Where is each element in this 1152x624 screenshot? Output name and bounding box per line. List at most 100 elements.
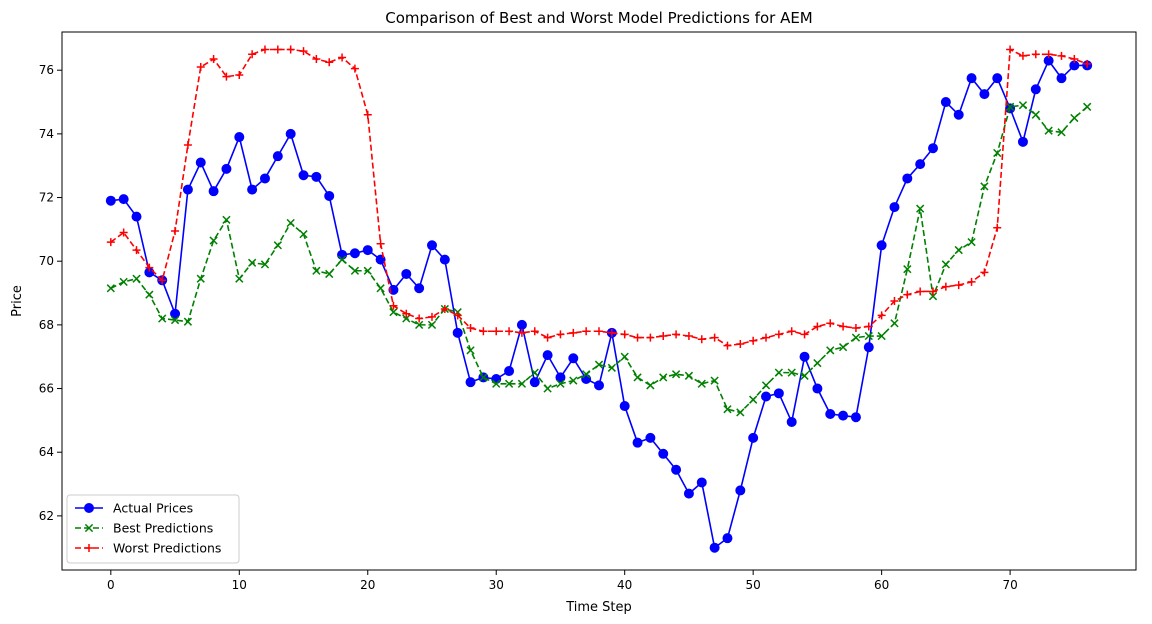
data-point [196,274,205,283]
data-point [967,277,976,286]
data-point [479,327,488,336]
data-point [350,64,359,73]
data-point [389,308,398,317]
data-point [954,245,963,255]
data-point [427,312,436,321]
data-point [992,73,1003,84]
data-point [119,277,128,287]
data-point [889,202,900,213]
data-point [504,366,515,377]
data-point [993,148,1002,158]
legend-marker [84,503,94,513]
data-point [941,282,950,291]
data-point [182,184,193,195]
data-point [132,246,141,255]
data-point [530,327,539,336]
data-point [1057,128,1066,137]
data-point [145,263,154,272]
data-point [350,266,360,275]
data-point [414,283,425,294]
data-point [145,290,154,299]
legend-box [66,494,240,564]
data-point [582,327,591,336]
x-axis: 0 10 20 30 40 50 60 70 [107,570,1018,592]
data-point [1044,126,1053,135]
plot-area [61,31,1137,571]
data-point [761,391,772,402]
data-point [735,485,746,496]
data-point [864,331,873,341]
data-point [672,330,681,339]
data-point [736,408,745,417]
data-point [671,464,682,475]
legend-marker [84,523,94,533]
data-point [222,215,231,224]
data-point [337,255,347,264]
data-point [248,258,257,267]
data-point [683,488,694,499]
data-point [876,240,887,251]
data-point [1018,101,1028,110]
legend-entry: Actual Prices [75,501,193,516]
data-point [710,376,719,385]
data-point [723,341,732,350]
data-point [208,186,219,197]
data-point [1083,102,1092,111]
data-point [299,47,308,56]
data-point [594,360,604,369]
data-point [569,376,578,385]
data-point [850,412,861,423]
data-point [427,320,437,330]
data-point [466,324,475,333]
data-point [543,384,552,393]
data-point [659,332,668,341]
data-point [877,311,886,320]
data-point [479,373,488,382]
data-point [903,265,912,274]
data-point [209,55,218,64]
data-point [286,218,295,228]
data-point [697,379,706,388]
data-point [426,240,437,251]
data-point [349,248,360,259]
data-point [248,50,257,59]
y-axis-label: Price [10,285,25,317]
data-point [851,333,861,342]
data-point [826,319,835,328]
data-point [736,339,745,348]
data-point [285,128,296,139]
x-tick-label: 30 [489,578,504,592]
x-tick-label: 40 [617,578,632,592]
y-tick-label: 74 [39,127,54,141]
data-point [260,45,269,54]
chart-title: Comparison of Best and Worst Model Predi… [385,9,813,27]
data-point [800,371,809,380]
data-point [761,381,771,390]
data-point [749,395,758,404]
data-point [993,223,1002,232]
data-point [118,194,129,205]
data-point [170,308,181,319]
data-point [710,333,719,342]
data-point [799,351,810,362]
x-axis-label: Time Step [565,600,632,615]
data-point [325,269,334,279]
data-point [607,363,616,372]
legend-entry: Best Predictions [75,521,213,536]
data-point [338,53,347,62]
data-point [158,276,167,285]
data-point [415,314,424,323]
data-point [106,284,115,293]
data-point [465,377,476,388]
data-point [812,383,823,394]
data-point [324,190,335,201]
data-point [363,110,372,119]
data-point [171,226,180,235]
data-point [453,311,462,320]
legend-entry: Worst Predictions [75,541,221,556]
data-point [902,173,913,184]
data-point [568,353,579,364]
data-point [595,327,603,336]
data-point [825,409,836,420]
